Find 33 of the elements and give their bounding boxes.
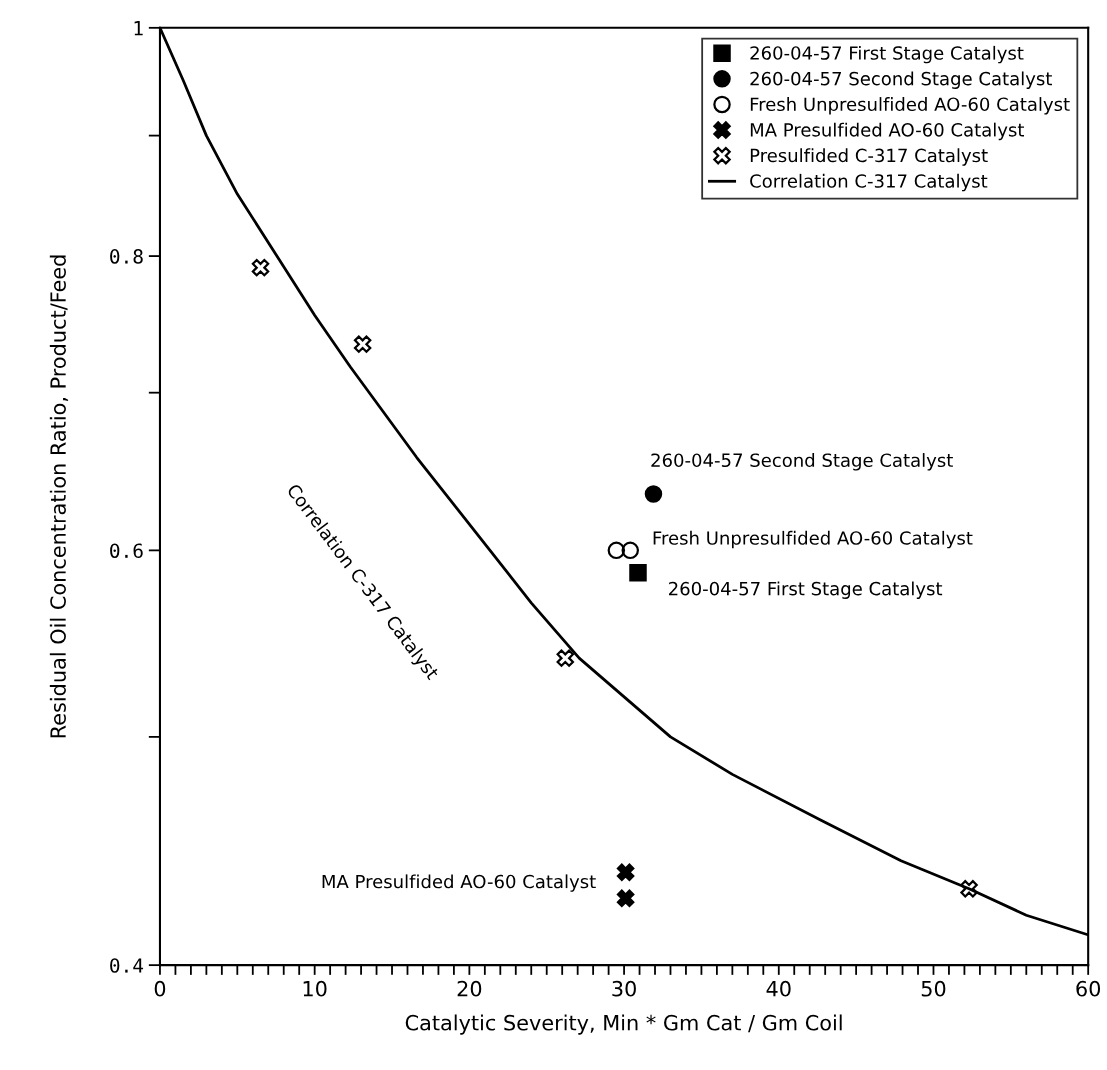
point <box>644 485 663 503</box>
point <box>607 541 626 560</box>
legend-label: Presulfided C-317 Catalyst <box>750 148 988 166</box>
annotation: MA Presulfided AO-60 Catalyst <box>322 874 596 892</box>
x-tick-label: 50 <box>921 980 946 997</box>
y-tick-label: 0.4 <box>110 958 144 973</box>
point <box>353 335 372 353</box>
y-axis-title: Residual Oil Concentration Ratio, Product/Feed <box>49 255 69 738</box>
y-tick-label: 0.6 <box>110 543 143 559</box>
legend-label: MA Presulfided AO-60 Catalyst <box>750 122 1025 141</box>
point <box>556 649 575 667</box>
point <box>616 863 635 882</box>
x-tick-label: 60 <box>1076 980 1101 997</box>
point <box>621 541 640 560</box>
y-tick-label: 1 <box>134 21 143 36</box>
point <box>960 880 978 898</box>
point <box>251 258 270 277</box>
point <box>629 564 647 582</box>
y-tick-label: 0.8 <box>110 249 143 264</box>
point <box>616 889 635 908</box>
x-tick-label: 40 <box>766 980 791 997</box>
x-tick-label: 20 <box>457 980 482 997</box>
legend-label: Correlation C-317 Catalyst <box>750 173 988 192</box>
annotation: 260-04-57 First Stage Catalyst <box>669 581 943 599</box>
annotation: 260-04-57 Second Stage Catalyst <box>651 453 953 471</box>
x-axis-title: Catalytic Severity, Min * Gm Cat / Gm Coil <box>405 1014 842 1035</box>
x-tick-label: 30 <box>612 980 636 997</box>
annotation: Fresh Unpresulfided AO-60 Catalyst <box>653 530 973 549</box>
x-tick-label: 0 <box>154 980 166 997</box>
legend-label: Fresh Unpresulfided AO-60 Catalyst <box>750 97 1070 115</box>
legend-label: 260-04-57 Second Stage Catalyst <box>750 71 1052 89</box>
x-tick-label: 10 <box>303 980 327 997</box>
legend-label: 260-04-57 First Stage Catalyst <box>750 45 1024 64</box>
